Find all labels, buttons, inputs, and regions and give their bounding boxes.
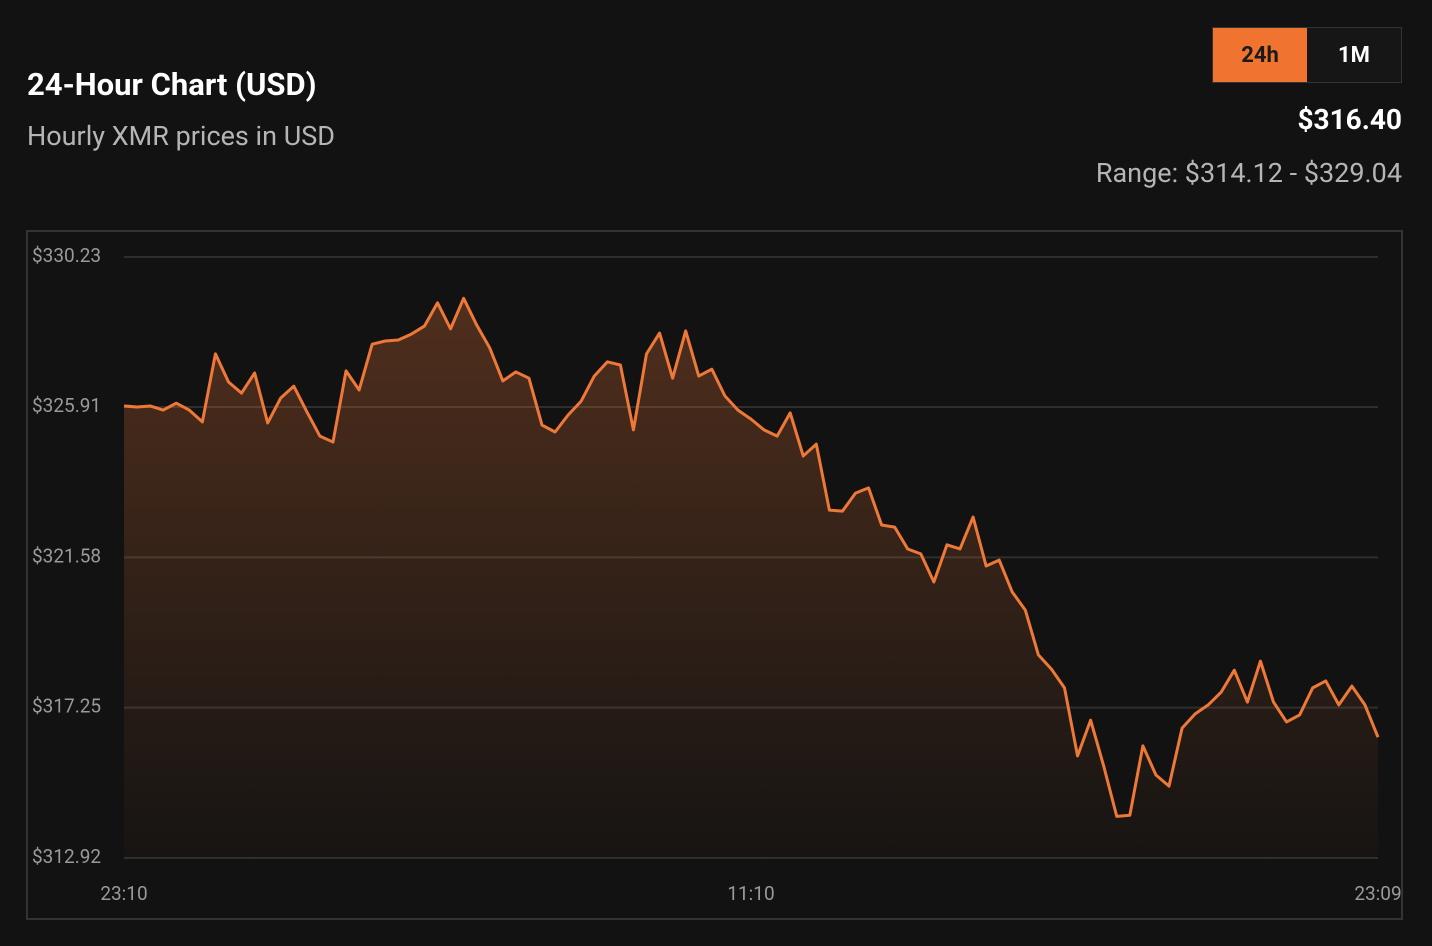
x-tick-label: 23:09 (1354, 882, 1401, 905)
chart-title: 24-Hour Chart (USD) (27, 66, 317, 103)
y-tick-label: $321.58 (32, 544, 101, 567)
x-tick-label: 11:10 (727, 882, 774, 905)
chart-subtitle: Hourly XMR prices in USD (27, 120, 335, 152)
y-tick-label: $317.25 (32, 695, 101, 718)
range-button[interactable]: 1M (1307, 28, 1401, 82)
y-tick-label: $330.23 (32, 244, 101, 267)
y-tick-label: $325.91 (32, 394, 101, 417)
range-toggle: 24h 1M (1212, 27, 1402, 83)
y-tick-label: $312.92 (32, 845, 101, 868)
price-line (123, 296, 1380, 818)
area-fill (124, 298, 1378, 858)
price-range: Range: $314.12 - $329.04 (1095, 157, 1402, 189)
x-tick-label: 23:10 (100, 882, 147, 905)
range-button[interactable]: 24h (1213, 28, 1307, 82)
current-price: $316.40 (1297, 103, 1402, 136)
